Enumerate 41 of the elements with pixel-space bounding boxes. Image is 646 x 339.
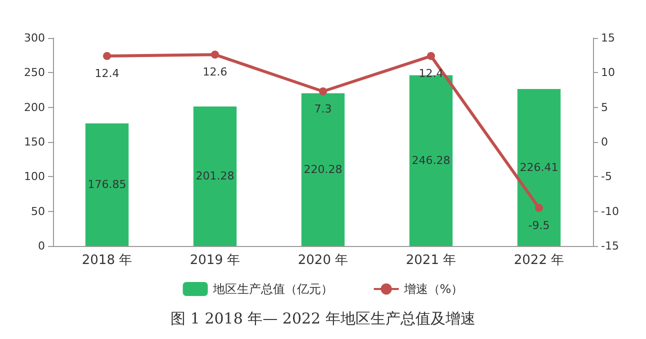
data-label: 246.28 (412, 154, 450, 168)
bar (193, 106, 237, 246)
y-tick-label: 100 (24, 170, 45, 184)
y-tick-label: 250 (24, 66, 45, 80)
bar (85, 123, 129, 246)
point (103, 52, 111, 60)
data-label: 220.28 (304, 163, 342, 176)
bar (301, 93, 345, 246)
y-tick-label: 300 (24, 32, 45, 44)
y2-tick-label: 5 (601, 100, 608, 114)
legend-label: 增速（%） (402, 282, 464, 296)
y-tick-label: 150 (24, 136, 45, 148)
data-label: 226.41 (520, 161, 558, 174)
bar (409, 75, 453, 246)
y-tick-label: 0 (38, 240, 45, 252)
bar (517, 89, 561, 246)
y2-tick-label: -10 (601, 204, 619, 218)
y-tick-label: 200 (24, 100, 45, 114)
x-tick-label: 2020 年 (298, 253, 348, 268)
y2-tick-label: -5 (601, 170, 612, 184)
data-label: 176.85 (88, 178, 126, 192)
data-label: 12.4 (94, 67, 120, 80)
legend-label: 地区生产总值（亿元） (212, 282, 333, 296)
data-label: -9.5 (528, 218, 550, 232)
data-label: 7.3 (314, 102, 332, 116)
data-label: 12.6 (202, 66, 228, 79)
y-tick-label: 50 (31, 204, 45, 218)
point (211, 50, 219, 59)
y2-tick-label: 15 (601, 32, 615, 44)
text: 图 1 2018 年— 2022 年地区生产总值及增速 (170, 310, 476, 328)
point (535, 204, 543, 212)
x-tick-label: 2019 年 (190, 253, 240, 268)
x-tick-label: 2021 年 (406, 253, 456, 268)
x-tick-label: 2018 年 (82, 253, 132, 268)
point (319, 87, 327, 96)
point (427, 52, 435, 60)
x-tick-label: 2022 年 (514, 253, 564, 268)
y2-tick-label: 0 (601, 136, 608, 148)
y2-tick-label: 10 (601, 66, 615, 80)
data-label: 201.28 (196, 170, 234, 183)
y2-tick-label: -15 (601, 240, 619, 252)
